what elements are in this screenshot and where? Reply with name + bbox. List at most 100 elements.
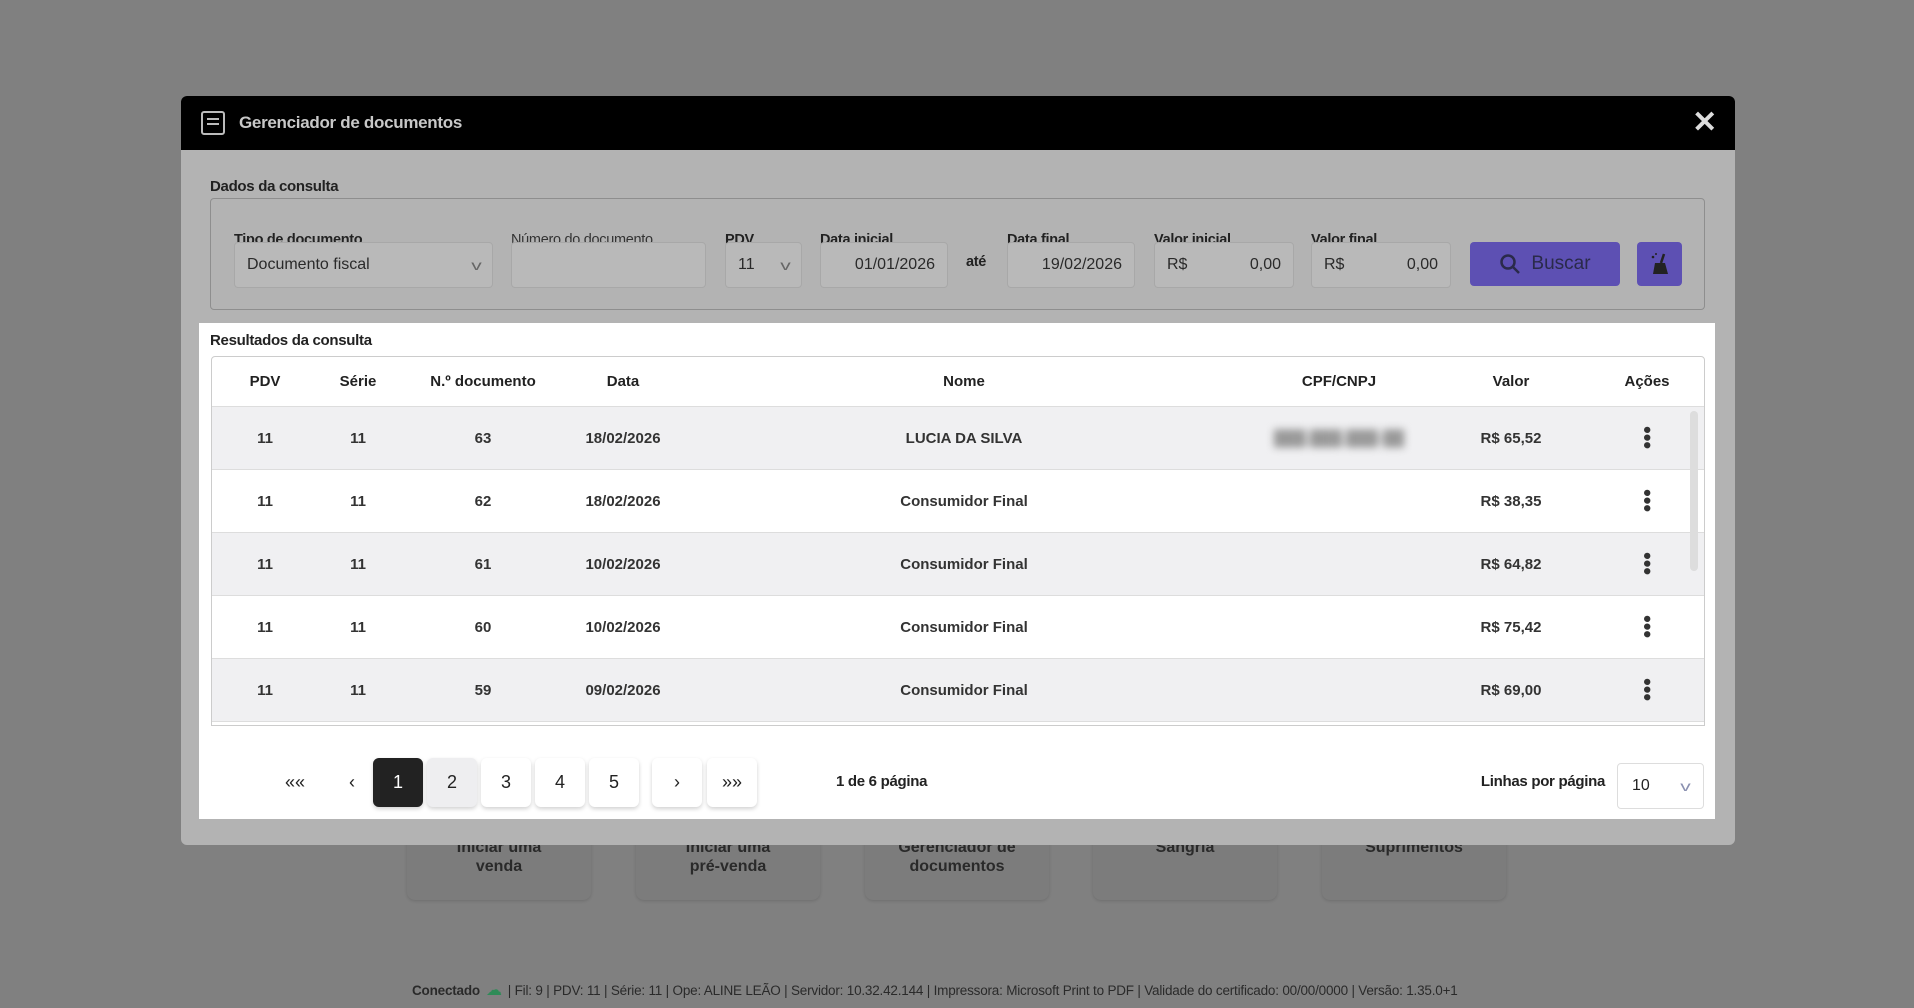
column-header: Ações <box>1624 373 1670 390</box>
cell-data: 10/02/2026 <box>585 555 661 573</box>
currency-prefix: R$ <box>1324 256 1345 273</box>
end-value-input[interactable]: R$ 0,00 <box>1311 242 1451 288</box>
page-1-button[interactable]: 1 <box>373 758 423 807</box>
end-value: 0,00 <box>1406 256 1438 273</box>
cell-nome: Consumidor Final <box>900 492 1028 510</box>
cell-doc: 63 <box>474 429 492 447</box>
page-5-button[interactable]: 5 <box>589 758 639 807</box>
cell-pdv: 11 <box>257 555 273 573</box>
query-section-title: Dados da consulta <box>210 178 339 195</box>
cell-valor: R$ 69,00 <box>1480 681 1542 699</box>
clear-filters-button[interactable] <box>1637 242 1682 286</box>
chevron-down-icon: v <box>1680 778 1691 794</box>
cell-pdv: 11 <box>257 681 273 699</box>
table-row[interactable]: 11 11 59 09/02/2026 Consumidor Final R$ 69,00… <box>212 659 1704 722</box>
table-row[interactable]: 11 11 63 18/02/2026 LUCIA DA SILVA ███.███.██… <box>212 407 1704 470</box>
table-row[interactable]: 11 11 62 18/02/2026 Consumidor Final R$ 38,35… <box>212 470 1704 533</box>
start-value-input[interactable]: R$ 0,00 <box>1154 242 1294 288</box>
end-date-input[interactable]: 19/02/2026 <box>1007 242 1135 288</box>
table-row[interactable]: 11 11 60 10/02/2026 Consumidor Final R$ 75,42… <box>212 596 1704 659</box>
page-2-button[interactable]: 2 <box>427 758 477 807</box>
cell-valor: R$ 38,35 <box>1480 492 1542 510</box>
dialog-header: Gerenciador de documentos ✕ <box>181 96 1735 150</box>
tile-label-line2: documentos <box>909 858 1005 875</box>
currency-prefix: R$ <box>1167 256 1188 273</box>
start-date-input[interactable]: 01/01/2026 <box>820 242 948 288</box>
cell-cpf: ███.███.███-██ <box>1273 429 1405 447</box>
more-actions-icon[interactable]: ••• <box>1635 552 1660 576</box>
cell-serie: 11 <box>350 618 366 636</box>
cell-data: 10/02/2026 <box>585 618 661 636</box>
document-icon <box>201 111 225 135</box>
cell-doc: 62 <box>474 492 492 510</box>
chevron-down-icon: v <box>471 257 482 273</box>
cell-serie: 11 <box>350 681 366 699</box>
column-header: Série <box>339 373 377 390</box>
dialog-title: Gerenciador de documentos <box>239 113 462 132</box>
cell-data: 18/02/2026 <box>585 492 661 510</box>
close-icon[interactable]: ✕ <box>1692 106 1717 139</box>
cell-nome: Consumidor Final <box>900 555 1028 573</box>
first-page-button[interactable]: «« <box>270 758 320 807</box>
until-label: até <box>966 254 987 270</box>
document-number-input[interactable] <box>511 242 706 288</box>
column-header: Data <box>606 373 640 390</box>
more-actions-icon[interactable]: ••• <box>1635 678 1660 702</box>
next-page-button[interactable]: › <box>652 758 702 807</box>
previous-page-button[interactable]: ‹ <box>327 758 377 807</box>
cell-data: 18/02/2026 <box>585 429 661 447</box>
more-actions-icon[interactable]: ••• <box>1635 615 1660 639</box>
column-header: PDV <box>249 373 281 390</box>
connection-status: Conectado <box>412 982 480 998</box>
column-header: Nome <box>943 373 985 390</box>
page-4-button[interactable]: 4 <box>535 758 585 807</box>
pdv-value: 11 <box>738 256 755 273</box>
cell-doc: 60 <box>474 618 492 636</box>
cell-nome: LUCIA DA SILVA <box>905 429 1023 447</box>
results-panel: Resultados da consulta PDV Série N.º docum… <box>199 323 1715 819</box>
table-row[interactable]: 11 11 61 10/02/2026 Consumidor Final R$ 64,82… <box>212 533 1704 596</box>
rows-per-page-label: Linhas por página <box>1480 773 1605 790</box>
query-box <box>210 198 1705 310</box>
cell-pdv: 11 <box>257 618 273 636</box>
search-button-label: Buscar <box>1531 253 1591 274</box>
cell-doc: 61 <box>474 555 492 573</box>
column-header: N.º documento <box>430 373 536 390</box>
results-section-title: Resultados da consulta <box>210 332 372 349</box>
rows-per-page-value: 10 <box>1632 777 1650 794</box>
cell-valor: R$ 64,82 <box>1480 555 1542 573</box>
cell-valor: R$ 65,52 <box>1480 429 1542 447</box>
page-3-button[interactable]: 3 <box>481 758 531 807</box>
chevron-down-icon: v <box>780 257 791 273</box>
broom-icon <box>1651 253 1668 274</box>
tile-label-line2: venda <box>475 858 523 875</box>
cell-doc: 59 <box>474 681 492 699</box>
search-button[interactable]: Buscar <box>1470 242 1620 286</box>
cloud-icon: ☁ <box>485 982 502 999</box>
status-details: | Fil: 9 | PDV: 11 | Série: 11 | Ope: AL… <box>507 982 1458 998</box>
results-table: PDV Série N.º documento Data Nome CPF/CNPJ Val… <box>211 356 1705 726</box>
cell-nome: Consumidor Final <box>900 618 1028 636</box>
cell-nome: Consumidor Final <box>900 681 1028 699</box>
more-actions-icon[interactable]: ••• <box>1635 489 1660 513</box>
cell-valor: R$ 75,42 <box>1480 618 1542 636</box>
page-info: 1 de 6 página <box>836 773 928 790</box>
start-value: 0,00 <box>1249 256 1281 273</box>
cell-pdv: 11 <box>257 429 273 447</box>
cell-data: 09/02/2026 <box>585 681 661 699</box>
rows-per-page-select[interactable]: 10 v <box>1617 763 1704 809</box>
last-page-button[interactable]: »» <box>707 758 757 807</box>
cell-serie: 11 <box>350 429 366 447</box>
table-header: PDV Série N.º documento Data Nome CPF/CNPJ Val… <box>212 357 1704 407</box>
search-icon <box>1500 254 1521 274</box>
column-header: CPF/CNPJ <box>1301 373 1377 390</box>
cell-serie: 11 <box>350 492 366 510</box>
scrollbar[interactable] <box>1690 411 1698 571</box>
pdv-select[interactable]: 11 v <box>725 242 802 288</box>
tile-label-line2: pré-venda <box>689 858 767 875</box>
status-bar: Conectado ☁ | Fil: 9 | PDV: 11 | Série: … <box>412 980 1458 1000</box>
cell-pdv: 11 <box>257 492 273 510</box>
document-type-select[interactable]: Documento fiscal v <box>234 242 493 288</box>
document-manager-dialog: Gerenciador de documentos ✕ Dados da con… <box>181 96 1735 845</box>
more-actions-icon[interactable]: ••• <box>1635 426 1660 450</box>
